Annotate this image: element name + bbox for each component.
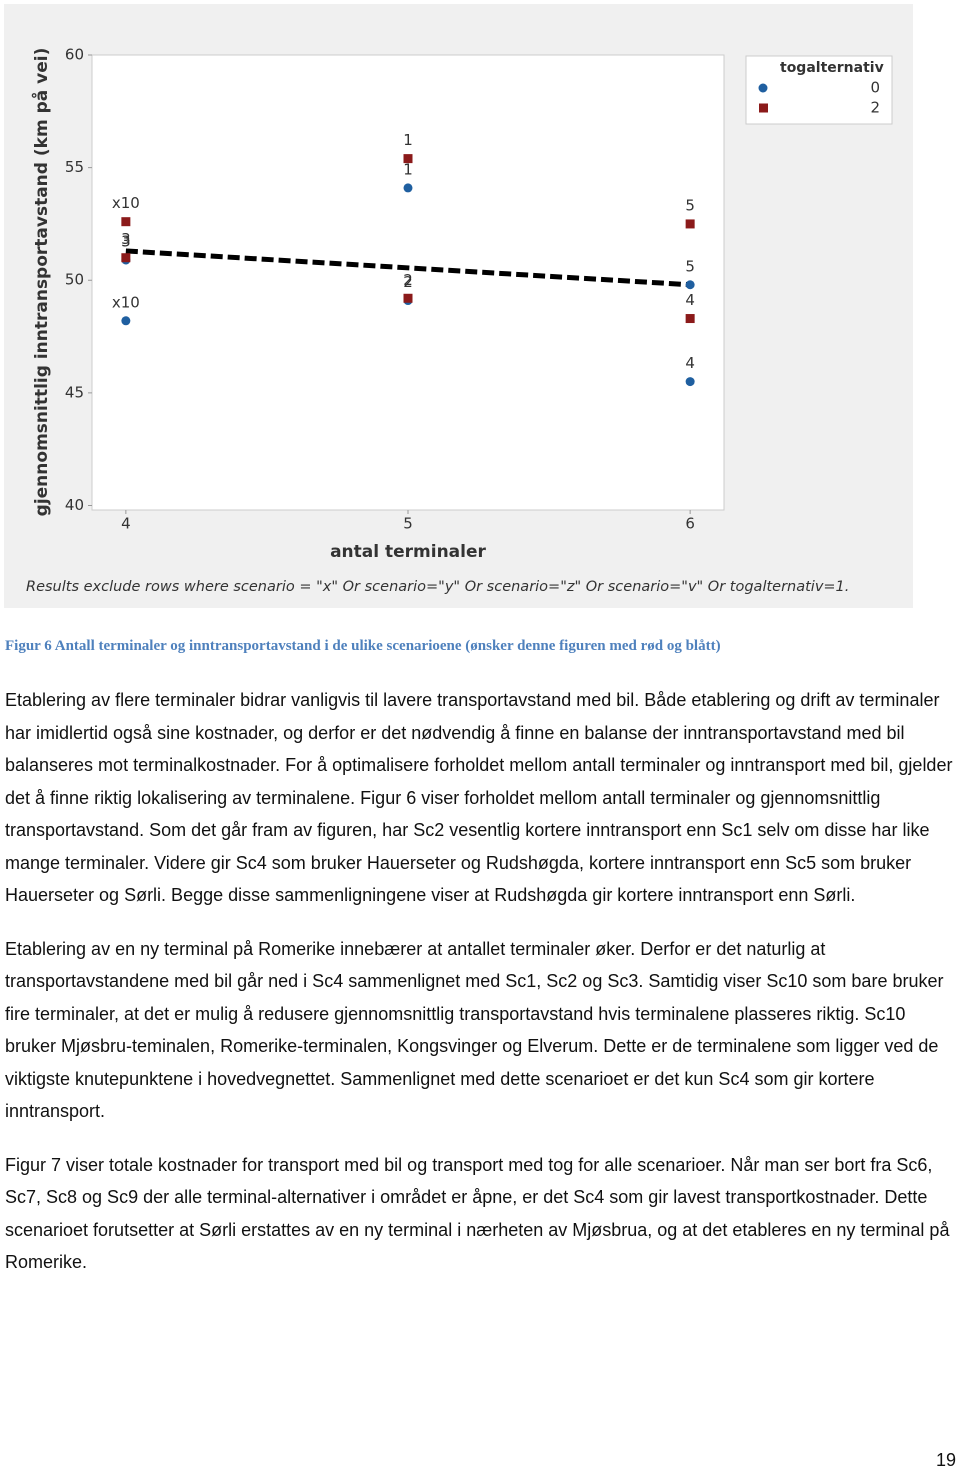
paragraph: Etablering av flere terminaler bidrar va… xyxy=(5,690,953,905)
y-tick-label: 50 xyxy=(65,271,84,289)
legend-title: togalternativ xyxy=(780,60,884,76)
point xyxy=(121,316,131,326)
y-tick-label: 60 xyxy=(65,46,84,64)
y-tick-label: 40 xyxy=(65,496,84,514)
legend-marker xyxy=(759,103,768,113)
point xyxy=(403,183,413,193)
point xyxy=(403,154,413,164)
trend-line xyxy=(125,248,691,288)
point-label: 4 xyxy=(685,354,695,372)
x-tick-label: 6 xyxy=(685,515,695,533)
legend-label: 0 xyxy=(870,79,880,97)
point xyxy=(685,314,695,324)
footnote: Results exclude rows where scenario = "x… xyxy=(26,579,849,595)
point-label: 3 xyxy=(121,230,131,248)
page-number: 19 xyxy=(935,1450,956,1470)
paragraph: Figur 7 viser totale kostnader for trans… xyxy=(5,1154,950,1273)
point-label: 1 xyxy=(403,131,413,149)
x-tick-label: 5 xyxy=(403,515,413,533)
point xyxy=(685,219,695,229)
point-label: 2 xyxy=(403,271,413,289)
legend-label: 2 xyxy=(870,99,880,117)
point xyxy=(403,293,413,303)
point-label: 2 xyxy=(403,273,413,291)
point-label: x10 xyxy=(112,194,140,212)
point xyxy=(121,253,131,263)
point-label: x10 xyxy=(112,293,140,311)
y-tick-label: 55 xyxy=(65,158,84,176)
point xyxy=(121,217,131,227)
point xyxy=(685,280,695,290)
point-label: 3 xyxy=(121,232,131,250)
x-tick-label: 4 xyxy=(121,515,131,533)
body-text: Etablering av flere terminaler bidrar va… xyxy=(5,684,955,1300)
figure-caption: Figur 6 Antall terminaler og inntranspor… xyxy=(5,638,721,654)
point-label: 5 xyxy=(685,257,695,275)
legend-box xyxy=(745,55,893,125)
x-axis-title: antal terminaler xyxy=(330,542,486,562)
chart: gjennomsnittlig inntransportavstand (km … xyxy=(4,4,913,608)
paragraph: Etablering av en ny terminal på Romerike… xyxy=(5,938,944,1122)
point-label: 4 xyxy=(685,291,695,309)
point xyxy=(685,377,695,387)
y-tick-label: 45 xyxy=(65,383,84,401)
point-label: 1 xyxy=(403,160,413,178)
legend-marker xyxy=(758,83,768,93)
point-label: 5 xyxy=(685,196,695,214)
y-axis-title: gjennomsnittlig inntransportavstand (km … xyxy=(30,48,52,517)
